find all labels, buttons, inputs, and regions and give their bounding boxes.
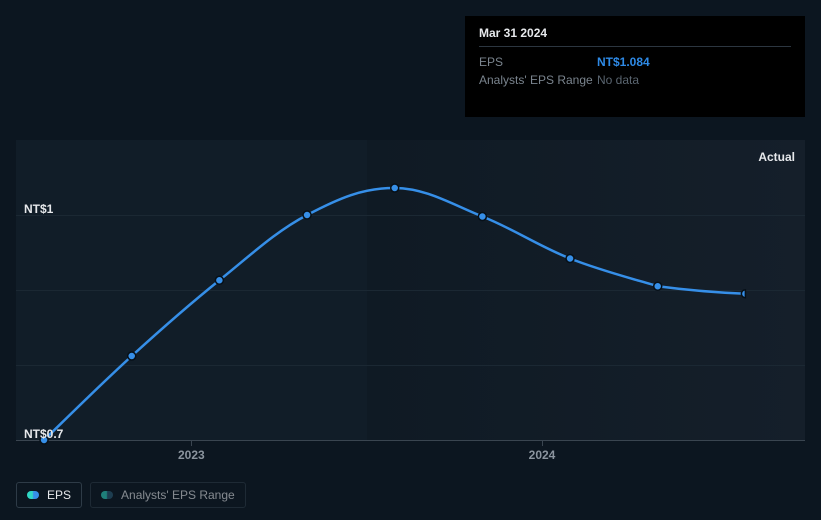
legend-item-analysts-range[interactable]: Analysts' EPS Range xyxy=(90,482,246,508)
tooltip-row: EPS NT$1.084 xyxy=(479,53,791,71)
x-axis-label: 2023 xyxy=(178,448,205,462)
legend-label: Analysts' EPS Range xyxy=(121,488,235,502)
plot-area[interactable]: NT$1 NT$0.7 Actual xyxy=(16,140,805,440)
tooltip-value: NT$1.084 xyxy=(597,53,650,71)
data-point[interactable] xyxy=(478,213,486,221)
data-point[interactable] xyxy=(566,255,574,263)
data-point[interactable] xyxy=(391,184,399,192)
legend-item-eps[interactable]: EPS xyxy=(16,482,82,508)
data-point[interactable] xyxy=(128,352,136,360)
data-point[interactable] xyxy=(654,282,662,290)
tooltip-row: Analysts' EPS Range No data xyxy=(479,71,791,89)
legend-swatch xyxy=(101,491,113,499)
legend-label: EPS xyxy=(47,488,71,502)
line-series-layer xyxy=(16,140,805,440)
data-point-partial[interactable] xyxy=(741,290,745,298)
data-point[interactable] xyxy=(215,276,223,284)
eps-chart[interactable]: NT$1 NT$0.7 Actual Mar 31 2024 EPS NT$1.… xyxy=(16,0,805,440)
tooltip-date: Mar 31 2024 xyxy=(479,26,791,47)
data-point[interactable] xyxy=(303,211,311,219)
chart-tooltip: Mar 31 2024 EPS NT$1.084 Analysts' EPS R… xyxy=(465,16,805,117)
x-axis-label: 2024 xyxy=(529,448,556,462)
tooltip-key: EPS xyxy=(479,53,597,71)
tooltip-key: Analysts' EPS Range xyxy=(479,71,597,89)
y-axis-label: NT$1 xyxy=(24,202,53,216)
x-axis-tick xyxy=(191,440,192,446)
tooltip-value: No data xyxy=(597,71,639,89)
actual-region-label: Actual xyxy=(758,150,795,164)
chart-legend: EPS Analysts' EPS Range xyxy=(16,482,246,508)
y-axis-label: NT$0.7 xyxy=(24,427,63,441)
legend-swatch xyxy=(27,491,39,499)
x-axis-line xyxy=(16,440,805,441)
x-axis-tick xyxy=(542,440,543,446)
